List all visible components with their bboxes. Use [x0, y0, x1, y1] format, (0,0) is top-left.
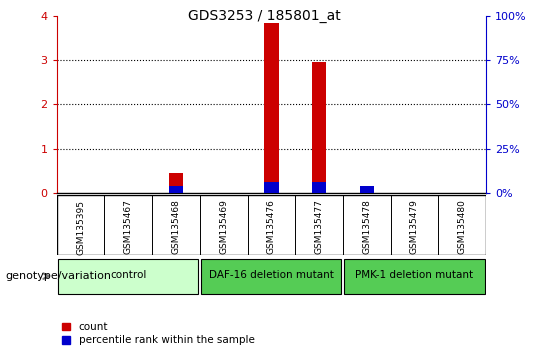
Text: GDS3253 / 185801_at: GDS3253 / 185801_at	[188, 9, 341, 23]
Text: genotype/variation: genotype/variation	[5, 271, 111, 281]
Text: GSM135480: GSM135480	[458, 200, 467, 255]
Text: GSM135478: GSM135478	[362, 200, 372, 255]
Text: GSM135468: GSM135468	[172, 200, 180, 255]
Text: GSM135467: GSM135467	[124, 200, 133, 255]
Text: GSM135476: GSM135476	[267, 200, 276, 255]
Bar	[312, 62, 326, 193]
Bar	[169, 173, 183, 193]
Bar	[312, 182, 326, 193]
Legend: count, percentile rank within the sample: count, percentile rank within the sample	[62, 322, 254, 345]
Text: GSM135477: GSM135477	[314, 200, 323, 255]
Text: DAF-16 deletion mutant: DAF-16 deletion mutant	[209, 270, 334, 280]
Bar	[264, 23, 279, 193]
Text: GSM135395: GSM135395	[76, 200, 85, 255]
Bar	[58, 258, 198, 294]
Bar	[264, 182, 279, 193]
Bar	[201, 258, 341, 294]
Text: GSM135479: GSM135479	[410, 200, 419, 255]
Text: control: control	[110, 270, 146, 280]
Bar	[360, 186, 374, 193]
Text: PMK-1 deletion mutant: PMK-1 deletion mutant	[355, 270, 474, 280]
Text: GSM135469: GSM135469	[219, 200, 228, 255]
Bar	[345, 258, 484, 294]
Bar	[169, 186, 183, 193]
